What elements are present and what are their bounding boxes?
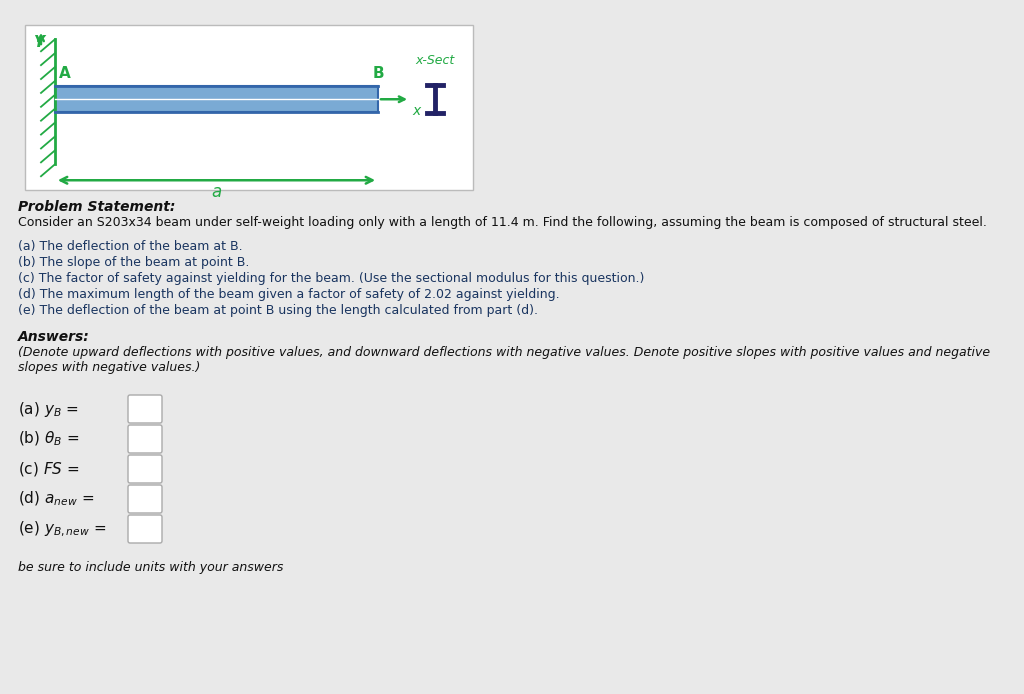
- Text: (a) The deflection of the beam at B.: (a) The deflection of the beam at B.: [18, 240, 243, 253]
- Text: (c) The factor of safety against yielding for the beam. (Use the sectional modul: (c) The factor of safety against yieldin…: [18, 272, 644, 285]
- Text: be sure to include units with your answers: be sure to include units with your answe…: [18, 561, 284, 574]
- Text: (b) $\theta_B$ =: (b) $\theta_B$ =: [18, 430, 80, 448]
- Text: x-Sect: x-Sect: [416, 54, 455, 67]
- Text: Consider an S203x34 beam under self-weight loading only with a length of 11.4 m.: Consider an S203x34 beam under self-weig…: [18, 216, 987, 229]
- Text: (d) $a_{\mathit{new}}$ =: (d) $a_{\mathit{new}}$ =: [18, 490, 94, 508]
- FancyBboxPatch shape: [128, 395, 162, 423]
- Text: a: a: [211, 183, 221, 201]
- Text: slopes with negative values.): slopes with negative values.): [18, 361, 201, 374]
- Text: (d) The maximum length of the beam given a factor of safety of 2.02 against yiel: (d) The maximum length of the beam given…: [18, 288, 560, 301]
- FancyBboxPatch shape: [128, 455, 162, 483]
- Text: Answers:: Answers:: [18, 330, 90, 344]
- Text: (Denote upward deflections with positive values, and downward deflections with n: (Denote upward deflections with positive…: [18, 346, 990, 359]
- Text: (c) $\mathit{FS}$ =: (c) $\mathit{FS}$ =: [18, 460, 80, 478]
- Text: (a) $y_B$ =: (a) $y_B$ =: [18, 400, 79, 418]
- Text: B: B: [372, 66, 384, 81]
- Text: A: A: [59, 66, 71, 81]
- Text: (e) The deflection of the beam at point B using the length calculated from part : (e) The deflection of the beam at point …: [18, 304, 538, 317]
- Bar: [25, 25, 473, 190]
- Text: Y: Y: [33, 35, 44, 50]
- Text: (e) $y_{B,\mathit{new}}$ =: (e) $y_{B,\mathit{new}}$ =: [18, 519, 106, 539]
- FancyBboxPatch shape: [128, 425, 162, 453]
- Text: Problem Statement:: Problem Statement:: [18, 200, 175, 214]
- Text: (b) The slope of the beam at point B.: (b) The slope of the beam at point B.: [18, 256, 250, 269]
- Bar: [55, 86, 378, 112]
- Text: x: x: [412, 104, 420, 118]
- FancyBboxPatch shape: [128, 485, 162, 513]
- FancyBboxPatch shape: [128, 515, 162, 543]
